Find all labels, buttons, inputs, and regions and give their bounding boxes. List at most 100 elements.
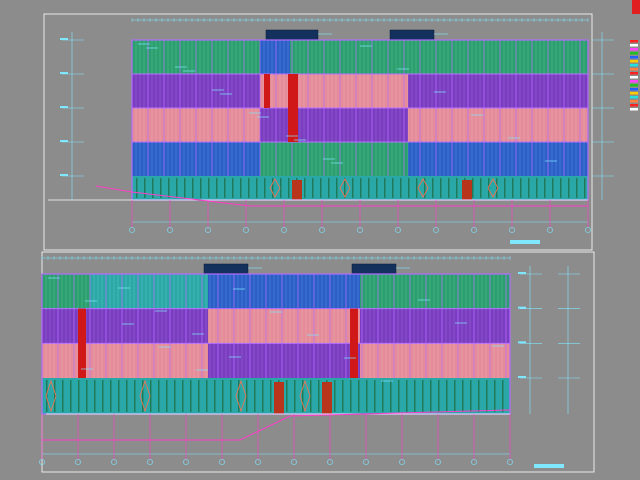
- legend-swatch-icon: [630, 92, 638, 95]
- ground-window: [320, 178, 322, 198]
- ground-window: [376, 178, 378, 198]
- axis-bubble-icon: [433, 227, 439, 233]
- ground-window: [368, 178, 370, 198]
- ground-window: [584, 178, 586, 198]
- ground-window: [286, 380, 288, 412]
- level-tag-left: [60, 38, 68, 40]
- legend-swatch-icon: [630, 56, 638, 59]
- layer-legend-strip: [630, 0, 640, 111]
- ground-window: [214, 380, 216, 412]
- ground-window: [46, 380, 48, 412]
- ground-window: [78, 380, 80, 412]
- ground-window: [488, 178, 490, 198]
- axis-bubble-icon: [585, 227, 591, 233]
- ground-window: [200, 178, 202, 198]
- decorative-diamond-panel: [269, 178, 281, 198]
- ground-window: [384, 178, 386, 198]
- ground-window: [318, 380, 320, 412]
- ground-window: [366, 380, 368, 412]
- axis-bubble-icon: [357, 227, 363, 233]
- ground-window: [544, 178, 546, 198]
- ground-window: [486, 380, 488, 412]
- axis-bubble-icon: [219, 459, 225, 465]
- facade-band-pink_band: [208, 308, 360, 344]
- elevation-sheet-top: [43, 13, 614, 251]
- red-accent-column: [288, 74, 298, 142]
- legend-swatch-icon: [630, 80, 638, 83]
- ground-window: [344, 178, 346, 198]
- axis-bubble-icon: [39, 459, 45, 465]
- ground-window: [374, 380, 376, 412]
- red-accent-column: [78, 308, 86, 378]
- site-ramp-line: [95, 185, 588, 207]
- decorative-diamond-panel: [299, 379, 311, 413]
- ground-window: [166, 380, 168, 412]
- axis-bubble-icon: [319, 227, 325, 233]
- ground-window: [478, 380, 480, 412]
- facade-band-pink_band: [90, 343, 208, 378]
- legend-swatch-icon: [630, 60, 638, 63]
- ground-window: [440, 178, 442, 198]
- ground-window: [246, 380, 248, 412]
- ground-window: [328, 178, 330, 198]
- legend-swatch-icon: [630, 68, 638, 71]
- sheet-title-bar: [510, 240, 540, 244]
- ground-window: [576, 178, 578, 198]
- facade-band-pink_band: [360, 343, 510, 378]
- roof-penthouse: [203, 263, 249, 275]
- axis-bubble-icon: [281, 227, 287, 233]
- ground-window: [54, 380, 56, 412]
- facade-band-purple_band: [408, 74, 536, 108]
- ground-window: [94, 380, 96, 412]
- axis-bubble-icon: [547, 227, 553, 233]
- axis-bubble-icon: [363, 459, 369, 465]
- entrance-door: [292, 180, 302, 200]
- ground-window: [184, 178, 186, 198]
- axis-bubble-icon: [471, 459, 477, 465]
- decorative-diamond-panel: [339, 178, 351, 198]
- axis-bubble-icon: [75, 459, 81, 465]
- legend-swatch-icon: [630, 88, 638, 91]
- entrance-door: [462, 180, 472, 200]
- legend-swatch-icon: [630, 100, 638, 103]
- ground-window: [222, 380, 224, 412]
- level-tag-left: [60, 72, 68, 74]
- legend-swatch-icon: [630, 48, 638, 51]
- ground-window: [446, 380, 448, 412]
- ground-window: [416, 178, 418, 198]
- axis-bubble-icon: [395, 227, 401, 233]
- axis-bubble-icon: [507, 459, 513, 465]
- ground-window: [470, 380, 472, 412]
- ground-window: [126, 380, 128, 412]
- ground-window: [350, 380, 352, 412]
- ground-window: [208, 178, 210, 198]
- ground-window: [294, 380, 296, 412]
- facade-band-green_band: [536, 40, 588, 74]
- ground-window: [302, 380, 304, 412]
- ground-window: [62, 380, 64, 412]
- ground-window: [312, 178, 314, 198]
- facade-band-purple_band: [90, 308, 208, 344]
- facade-band-purple_band: [260, 108, 290, 142]
- ground-window: [110, 380, 112, 412]
- facade-band-blue_band: [260, 40, 290, 74]
- ground-window: [392, 178, 394, 198]
- decorative-diamond-panel: [487, 178, 499, 198]
- ground-window: [390, 380, 392, 412]
- axis-bubble-icon: [147, 459, 153, 465]
- ground-window: [174, 380, 176, 412]
- ground-window: [462, 380, 464, 412]
- entrance-door: [274, 382, 284, 414]
- legend-swatch-icon: [630, 52, 638, 55]
- entrance-door: [322, 382, 332, 414]
- ground-window: [560, 178, 562, 198]
- facade-band-pink_band: [408, 108, 536, 142]
- facade-band-green_band: [42, 274, 90, 309]
- ground-window: [238, 380, 240, 412]
- ground-window: [552, 178, 554, 198]
- ground-window: [216, 178, 218, 198]
- facade-band-purple_band: [360, 308, 510, 344]
- ground-window: [192, 178, 194, 198]
- ground-window: [142, 380, 144, 412]
